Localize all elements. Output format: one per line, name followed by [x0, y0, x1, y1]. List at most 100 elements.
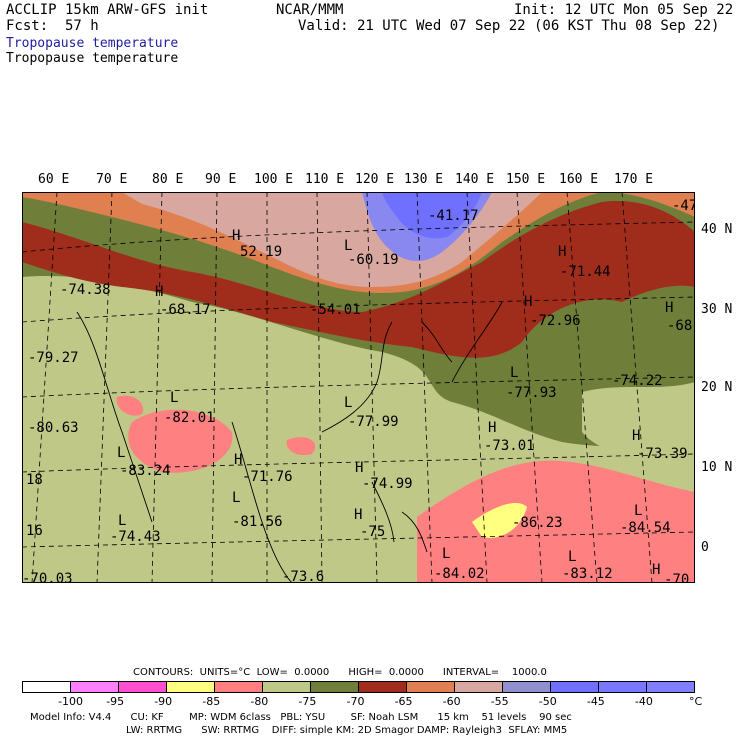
coastlines: [76, 301, 503, 583]
model-title: ACCLIP 15km ARW-GFS init: [6, 2, 209, 18]
colorbar-swatch: [71, 682, 119, 692]
extrema-label: -47: [672, 198, 695, 214]
extrema-label: H: [665, 300, 673, 316]
band-pink-south: [417, 460, 695, 583]
extrema-label: -70.03: [22, 571, 73, 583]
colorbar-swatch: [311, 682, 359, 692]
extrema-label: H: [232, 228, 240, 244]
colorbar-tick-label: -45: [586, 695, 605, 708]
lon-label: 110 E: [305, 172, 345, 187]
extrema-label: L: [634, 503, 642, 519]
extrema-label: H: [632, 428, 640, 444]
contour-field-title: Tropopause temperature: [6, 51, 179, 66]
colorbar: [22, 681, 695, 693]
lon-label: 130 E: [404, 172, 444, 187]
graticule: [22, 192, 695, 583]
extrema-label: L: [344, 395, 352, 411]
colorbar-swatch: [215, 682, 263, 692]
band-light-olive-east: [582, 382, 695, 457]
colorbar-tick-label: -75: [298, 695, 317, 708]
extrema-label: -84.54: [620, 520, 671, 536]
colorbar-swatch: [359, 682, 407, 692]
extrema-label: H: [524, 294, 532, 310]
extrema-label: -79.27: [28, 350, 79, 366]
extrema-label: -83.12: [562, 566, 613, 582]
extrema-label: -77.93: [506, 385, 557, 401]
extrema-label: H: [558, 244, 566, 260]
contours-info: CONTOURS: UNITS=°C LOW= 0.0000 HIGH= 0.0…: [133, 667, 547, 678]
extrema-label: -70: [664, 572, 689, 583]
lat-label: 10 N: [701, 460, 733, 475]
forecast-label: Fcst:: [6, 18, 49, 34]
colorbar-tick-label: -55: [490, 695, 509, 708]
colorbar-tick-label: -70: [346, 695, 365, 708]
lat-label: 0: [701, 540, 709, 555]
band-blue-deep: [382, 192, 482, 239]
colored-field-title: Tropopause temperature: [6, 36, 179, 51]
colorbar-tick-label: -90: [154, 695, 173, 708]
extrema-label: L: [170, 390, 178, 406]
extrema-label: -82.01: [164, 410, 215, 426]
colorbar-swatch: [599, 682, 647, 692]
extrema-label: -84.02: [434, 566, 485, 582]
extrema-label: H: [488, 420, 496, 436]
model-info-line1: Model Info: V4.4 CU: KF MP: WDM 6class P…: [30, 712, 572, 723]
lon-label: 80 E: [152, 172, 184, 187]
extrema-label: H: [155, 284, 163, 300]
model-info-line2: LW: RRTMG SW: RRTMG DIFF: simple KM: 2D …: [126, 725, 568, 736]
extrema-label: L: [442, 546, 450, 562]
extrema-label: -68.17: [160, 302, 211, 318]
colorbar-tick-label: °C: [689, 695, 703, 708]
colorbar-swatch: [407, 682, 455, 692]
extrema-label: H: [234, 452, 242, 468]
extrema-label: -72.96: [530, 313, 581, 329]
colorbar-tick-label: -85: [202, 695, 221, 708]
extrema-label: L: [117, 445, 125, 461]
lat-label: 30 N: [701, 302, 733, 317]
extrema-label: -71.76: [242, 469, 293, 485]
extrema-label: 16: [26, 523, 43, 539]
colorbar-swatch: [647, 682, 694, 692]
extrema-label: -73.01: [484, 438, 535, 454]
colorbar-tick-label: -95: [106, 695, 125, 708]
colorbar-swatch: [551, 682, 599, 692]
extrema-label: H: [652, 562, 660, 578]
extrema-label: -71.44: [560, 264, 611, 280]
band-pink-small: [116, 395, 143, 416]
lon-label: 60 E: [38, 172, 70, 187]
extrema-label: 52.19: [240, 244, 282, 260]
extrema-labels: -41.17 -47 H 52.19 L -60.19 H -71.44 -74…: [22, 198, 695, 583]
lon-label: 100 E: [254, 172, 294, 187]
extrema-label: -86.23: [512, 515, 563, 531]
extrema-label: L: [118, 513, 126, 529]
extrema-label: -73.6: [282, 569, 324, 583]
init-time: Init: 12 UTC Mon 05 Sep 22: [514, 2, 734, 18]
band-yellow: [472, 502, 527, 538]
extrema-label: -68: [667, 318, 692, 334]
valid-time: Valid: 21 UTC Wed 07 Sep 22 (06 KST Thu …: [298, 18, 720, 34]
lat-label: 20 N: [701, 380, 733, 395]
extrema-label: -74.38: [60, 282, 111, 298]
extrema-label: L: [568, 549, 576, 565]
extrema-label: -74.22: [612, 373, 663, 389]
colorbar-swatch: [263, 682, 311, 692]
colorbar-tick-label: -50: [538, 695, 557, 708]
forecast-hour: 57 h: [65, 18, 99, 34]
colorbar-swatch: [455, 682, 503, 692]
extrema-label: -75: [360, 524, 385, 540]
colorbar-tick-label: -100: [58, 695, 84, 708]
lon-label: 120 E: [355, 172, 395, 187]
lon-label: 70 E: [96, 172, 128, 187]
colorbar-swatch: [167, 682, 215, 692]
band-dark-red: [22, 201, 695, 358]
lon-label: 90 E: [205, 172, 237, 187]
extrema-label: L: [344, 238, 352, 254]
colorbar-swatch: [119, 682, 167, 692]
extrema-label: -83.24: [120, 463, 171, 479]
extrema-label: -41.17: [428, 208, 479, 224]
extrema-label: 18: [26, 472, 43, 488]
extrema-label: -73.39: [637, 446, 688, 462]
extrema-label: L: [510, 365, 518, 381]
lon-label: 140 E: [455, 172, 495, 187]
lon-label: 150 E: [506, 172, 546, 187]
